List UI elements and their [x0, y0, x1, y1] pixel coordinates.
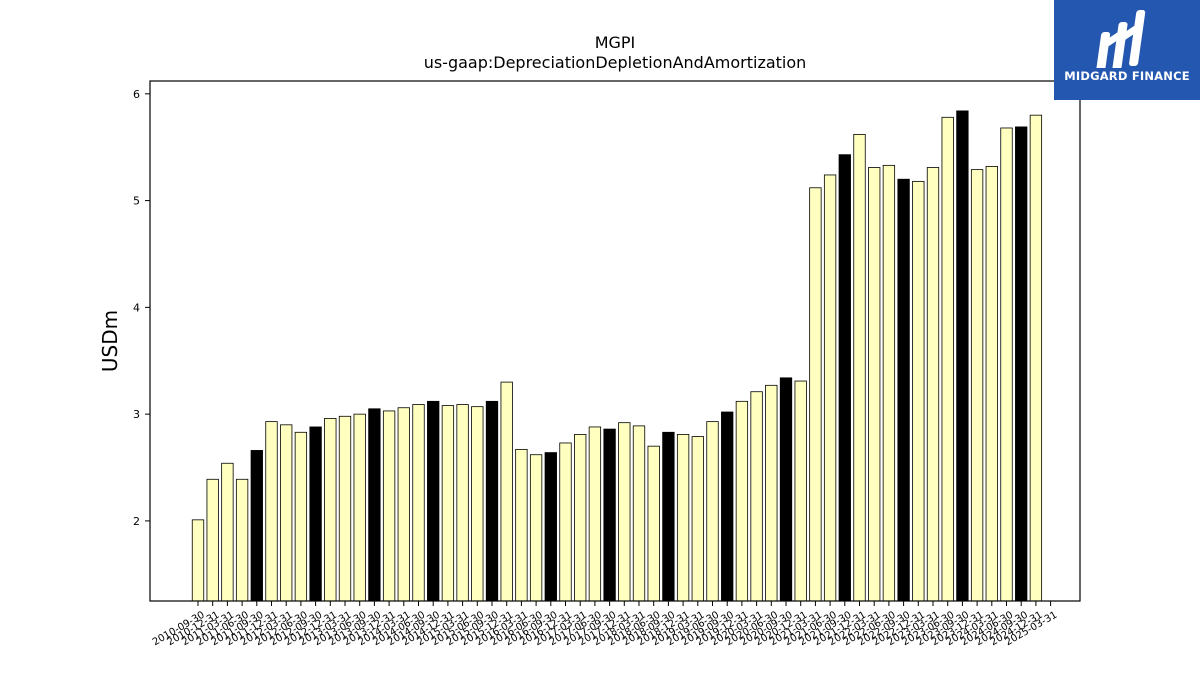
bar-2020-12-31: [794, 380, 807, 602]
bar-2014-06-30: [412, 404, 425, 602]
bar-2021-09-30: [838, 154, 851, 602]
bar-2022-09-30: [897, 178, 910, 602]
bar-2013-06-30: [353, 413, 366, 602]
bar-2019-06-30: [706, 421, 719, 602]
bar-2011-06-30: [235, 478, 249, 602]
bar-2013-12-31: [382, 410, 396, 602]
bar-2023-09-30: [956, 110, 969, 602]
bar-2018-12-31: [676, 434, 690, 602]
y-tick-label: 5: [133, 195, 140, 208]
bar-2014-09-30: [427, 400, 440, 602]
x-axis-ticks: 2010-09-302010-12-312011-03-312011-06-30…: [151, 601, 1059, 648]
bar-2023-06-30: [941, 116, 954, 602]
bar-2017-03-31: [574, 434, 587, 602]
y-tick-label: 4: [133, 301, 140, 314]
bars-group: [191, 110, 1043, 602]
bar-2019-03-31: [691, 436, 704, 602]
y-tick-label: 6: [133, 88, 140, 101]
bar-2018-09-30: [662, 431, 675, 602]
bar-2020-03-31: [750, 391, 763, 602]
bar-2015-03-31: [456, 404, 469, 602]
bar-2010-12-31: [206, 478, 219, 602]
bar-2020-09-30: [779, 377, 793, 602]
plot-frame: [149, 80, 1081, 602]
bar-2019-12-31: [735, 400, 749, 602]
bar-2024-03-31: [985, 166, 998, 602]
bar-2021-12-31: [853, 133, 866, 602]
bar-2017-09-30: [603, 428, 616, 602]
bar-2018-06-30: [647, 445, 660, 602]
bar-2015-06-30: [471, 406, 484, 602]
logo-text: MIDGARD FINANCE: [1064, 69, 1190, 83]
bar-2011-12-31: [265, 421, 278, 602]
bar-2012-12-31: [324, 418, 337, 602]
chart-title: MGPI: [595, 33, 636, 52]
bar-2023-12-31: [970, 169, 984, 602]
bar-2016-12-31: [559, 442, 572, 602]
bar-2024-12-31: [1029, 114, 1043, 602]
bar-2016-09-30: [544, 452, 557, 602]
bar-2010-09-30: [191, 519, 205, 602]
bar-2013-09-30: [368, 408, 381, 602]
bar-2016-06-30: [529, 454, 543, 602]
bar-2018-03-31: [632, 425, 646, 602]
bar-2014-12-31: [441, 405, 455, 602]
bar-2019-09-30: [721, 411, 734, 602]
bar-2023-03-31: [926, 167, 940, 602]
bar-2022-12-31: [912, 180, 925, 602]
bar-2024-09-30: [1015, 126, 1028, 602]
bar-2024-06-30: [1000, 127, 1013, 602]
bar-2021-06-30: [823, 174, 837, 602]
y-tick-label: 3: [133, 408, 140, 421]
bar-2016-03-31: [515, 448, 528, 602]
y-axis-ticks: 2 3 4 5 6: [133, 88, 150, 528]
bar-2020-06-30: [765, 384, 778, 602]
bar-2013-03-31: [338, 415, 352, 602]
bar-2012-09-30: [309, 426, 322, 602]
bar-2022-03-31: [868, 167, 881, 602]
bar-2011-09-30: [250, 450, 263, 602]
bar-2021-03-31: [809, 187, 822, 602]
bar-2017-12-31: [618, 422, 631, 602]
bar-2015-12-31: [500, 381, 513, 602]
bar-2012-06-30: [294, 431, 308, 602]
logo-mark-icon: [1096, 10, 1146, 68]
y-tick-label: 2: [133, 515, 140, 528]
y-axis-label: USDm: [98, 310, 122, 372]
bar-2014-03-31: [397, 407, 410, 602]
bar-2011-03-31: [221, 462, 234, 602]
bar-2012-03-31: [280, 424, 293, 602]
bar-2017-06-30: [588, 426, 602, 602]
bar-2015-09-30: [485, 400, 499, 602]
bar-2022-06-30: [882, 164, 896, 602]
midgard-finance-logo: MIDGARD FINANCE: [1054, 0, 1200, 100]
chart-subtitle: us-gaap:DepreciationDepletionAndAmortiza…: [424, 53, 807, 72]
